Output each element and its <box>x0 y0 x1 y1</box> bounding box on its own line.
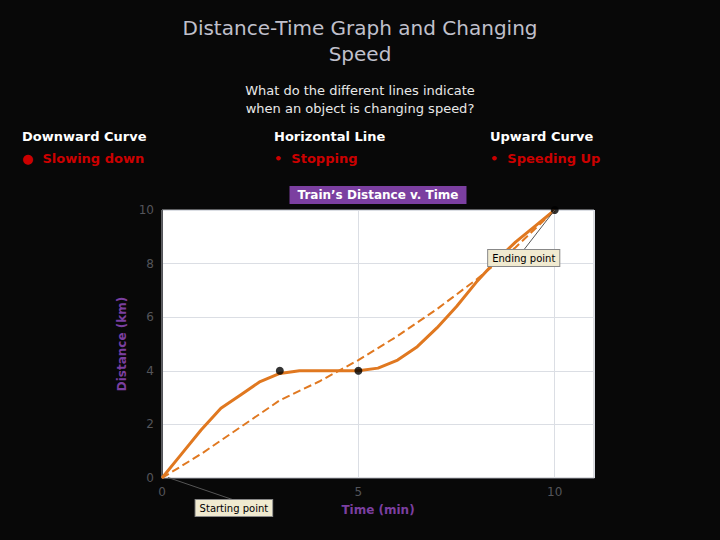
svg-text:Upward Curve: Upward Curve <box>490 129 594 144</box>
svg-text:6: 6 <box>146 310 154 324</box>
svg-text:2: 2 <box>146 417 154 431</box>
svg-text:0: 0 <box>158 485 166 499</box>
svg-text:0: 0 <box>146 471 154 485</box>
svg-text:Distance (km): Distance (km) <box>115 297 129 391</box>
svg-text:Horizontal Line: Horizontal Line <box>274 129 385 144</box>
svg-text:Downward Curve: Downward Curve <box>22 129 147 144</box>
svg-text:What do the different lines in: What do the different lines indicate <box>245 83 475 98</box>
svg-text:when an object is changing spe: when an object is changing speed? <box>246 101 475 116</box>
svg-text:• Speeding Up: • Speeding Up <box>490 151 600 166</box>
svg-text:Speed: Speed <box>329 42 392 66</box>
svg-text:10: 10 <box>139 203 154 217</box>
svg-text:5: 5 <box>355 485 363 499</box>
svg-text:Ending point: Ending point <box>492 253 555 264</box>
svg-text:Starting point: Starting point <box>200 503 269 514</box>
svg-text:Time (min): Time (min) <box>341 503 414 517</box>
svg-text:4: 4 <box>146 364 154 378</box>
svg-text:Train’s Distance v. Time: Train’s Distance v. Time <box>298 188 459 202</box>
svg-text:● Slowing down: ● Slowing down <box>22 151 144 166</box>
svg-text:10: 10 <box>547 485 562 499</box>
svg-text:Distance-Time Graph and Changi: Distance-Time Graph and Changing <box>182 16 537 40</box>
svg-text:• Stopping: • Stopping <box>274 151 358 166</box>
svg-text:8: 8 <box>146 257 154 271</box>
